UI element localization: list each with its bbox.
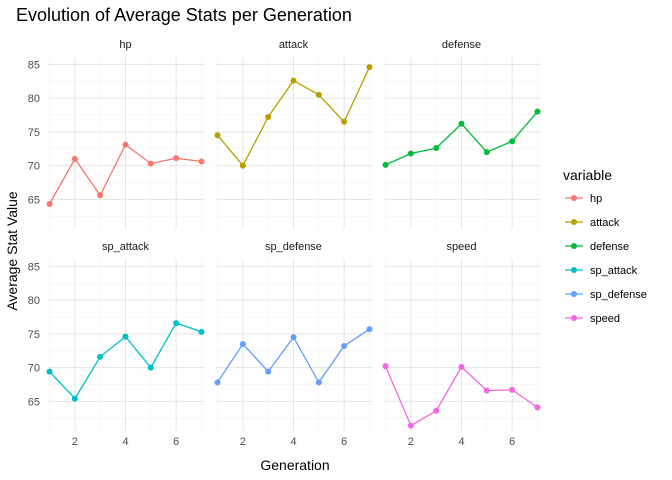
data-point-sp_attack xyxy=(173,320,180,327)
data-point-speed xyxy=(433,407,440,414)
data-point-sp_defense xyxy=(290,334,297,341)
data-point-sp_attack xyxy=(198,328,205,335)
data-point-hp xyxy=(173,155,180,162)
facet-panel-attack: attack xyxy=(214,39,373,229)
data-point-hp xyxy=(122,141,129,148)
y-tick-label: 85 xyxy=(28,59,40,71)
legend-label: hp xyxy=(590,193,602,205)
data-point-hp xyxy=(97,192,104,199)
data-point-attack xyxy=(239,162,246,169)
facet-label-sp_defense: sp_defense xyxy=(265,241,322,253)
data-point-sp_defense xyxy=(265,368,272,375)
data-point-attack xyxy=(366,64,373,71)
legend-item-hp: hp xyxy=(565,193,602,205)
y-tick-label: 75 xyxy=(28,127,40,139)
legend-key-point xyxy=(571,243,577,249)
data-point-attack xyxy=(341,118,348,125)
data-point-sp_attack xyxy=(97,353,104,360)
legend-key-point xyxy=(571,219,577,225)
data-point-defense xyxy=(433,145,440,152)
legend-label: defense xyxy=(590,241,629,253)
facet-panel-hp: hp 65 70 75 80 85 xyxy=(28,39,205,229)
legend-item-speed: speed xyxy=(565,313,620,325)
x-axis-title: Generation xyxy=(260,457,329,473)
data-point-hp xyxy=(147,160,154,167)
facet-label-speed: speed xyxy=(447,241,477,253)
legend-title: variable xyxy=(563,167,612,183)
x-tick-label: 6 xyxy=(173,436,179,448)
legend-key-point xyxy=(571,267,577,273)
data-point-hp xyxy=(71,155,78,162)
legend-item-attack: attack xyxy=(565,217,620,229)
facet-label-attack: attack xyxy=(279,39,309,51)
legend-label: speed xyxy=(590,313,620,325)
data-point-speed xyxy=(407,422,414,429)
y-tick-label: 65 xyxy=(28,194,40,206)
y-tick-label: 80 xyxy=(28,93,40,105)
facet-label-defense: defense xyxy=(442,39,481,51)
data-point-defense xyxy=(534,108,541,115)
data-point-sp_defense xyxy=(214,379,221,386)
y-tick-label: 70 xyxy=(28,363,40,375)
x-tick-label: 4 xyxy=(290,436,296,448)
data-point-attack xyxy=(290,77,297,84)
x-tick-label: 2 xyxy=(408,436,414,448)
data-point-sp_defense xyxy=(315,379,322,386)
y-tick-label: 85 xyxy=(28,261,40,273)
data-point-sp_attack xyxy=(46,368,53,375)
x-tick-label: 4 xyxy=(122,436,128,448)
legend-label: sp_defense xyxy=(590,289,647,301)
y-tick-label: 65 xyxy=(28,396,40,408)
data-point-defense xyxy=(382,161,389,168)
legend-label: sp_attack xyxy=(590,265,638,277)
legend-item-sp_attack: sp_attack xyxy=(565,265,638,277)
legend-label: attack xyxy=(590,217,620,229)
data-point-sp_attack xyxy=(122,333,129,340)
legend-key-point xyxy=(571,195,577,201)
data-point-attack xyxy=(315,91,322,98)
x-tick-label: 2 xyxy=(240,436,246,448)
data-point-hp xyxy=(46,201,53,208)
data-point-sp_attack xyxy=(71,395,78,402)
legend-item-defense: defense xyxy=(565,241,629,253)
data-point-defense xyxy=(509,138,516,145)
facet-panel-sp_defense: sp_defense 2 4 6 xyxy=(214,241,373,448)
facet-panels: hp 65 70 75 80 85 attack defense sp_attack 65 70 75… xyxy=(28,39,541,448)
legend: variable hp attack defense sp_attack sp_defe… xyxy=(563,167,647,325)
facet-panel-defense: defense xyxy=(382,39,541,229)
data-point-sp_defense xyxy=(239,340,246,347)
facet-label-sp_attack: sp_attack xyxy=(102,241,150,253)
legend-key-point xyxy=(571,315,577,321)
data-point-speed xyxy=(483,387,490,394)
data-point-speed xyxy=(534,404,541,411)
y-tick-label: 80 xyxy=(28,295,40,307)
legend-item-sp_defense: sp_defense xyxy=(565,289,647,301)
x-tick-label: 6 xyxy=(509,436,515,448)
y-axis-title: Average Stat Value xyxy=(4,191,20,311)
data-point-sp_attack xyxy=(147,364,154,371)
x-tick-label: 2 xyxy=(72,436,78,448)
data-point-attack xyxy=(265,114,272,121)
data-point-attack xyxy=(214,132,221,139)
legend-key-point xyxy=(571,291,577,297)
x-tick-label: 6 xyxy=(341,436,347,448)
data-point-speed xyxy=(509,386,516,393)
chart-title: Evolution of Average Stats per Generatio… xyxy=(16,5,352,25)
y-tick-label: 75 xyxy=(28,329,40,341)
data-point-sp_defense xyxy=(341,343,348,350)
facet-label-hp: hp xyxy=(119,39,131,51)
x-tick-label: 4 xyxy=(458,436,464,448)
facet-panel-sp_attack: sp_attack 65 70 75 80 85 2 4 6 xyxy=(28,241,205,448)
data-point-defense xyxy=(458,120,465,127)
data-point-defense xyxy=(483,149,490,156)
data-point-speed xyxy=(382,363,389,370)
y-tick-label: 70 xyxy=(28,161,40,173)
data-point-defense xyxy=(407,150,414,157)
data-point-speed xyxy=(458,363,465,370)
data-point-sp_defense xyxy=(366,326,373,333)
facet-panel-speed: speed 2 4 6 xyxy=(382,241,541,448)
data-point-hp xyxy=(198,158,205,165)
